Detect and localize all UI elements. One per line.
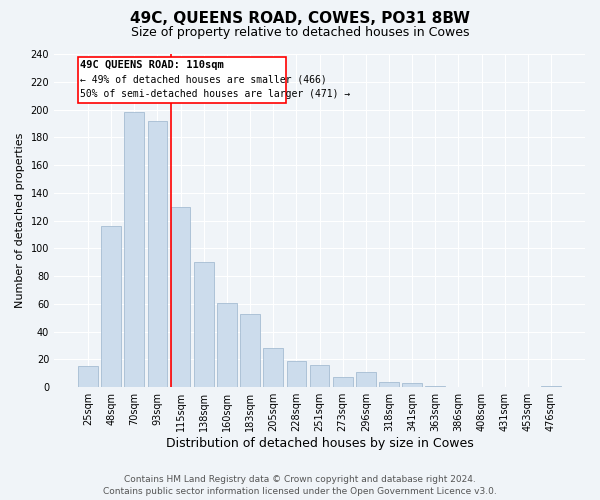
- Bar: [148, 120, 167, 387]
- Bar: [78, 366, 98, 387]
- Bar: [333, 378, 353, 387]
- Bar: [217, 302, 237, 387]
- Bar: [425, 386, 445, 387]
- X-axis label: Distribution of detached houses by size in Cowes: Distribution of detached houses by size …: [166, 437, 473, 450]
- Text: Contains HM Land Registry data © Crown copyright and database right 2024.
Contai: Contains HM Land Registry data © Crown c…: [103, 474, 497, 496]
- Text: ← 49% of detached houses are smaller (466): ← 49% of detached houses are smaller (46…: [80, 75, 326, 85]
- Bar: [379, 382, 399, 387]
- Bar: [356, 372, 376, 387]
- Bar: [402, 383, 422, 387]
- Text: 49C, QUEENS ROAD, COWES, PO31 8BW: 49C, QUEENS ROAD, COWES, PO31 8BW: [130, 11, 470, 26]
- Text: 49C QUEENS ROAD: 110sqm: 49C QUEENS ROAD: 110sqm: [80, 60, 224, 70]
- Bar: [171, 206, 190, 387]
- Bar: [194, 262, 214, 387]
- Bar: [101, 226, 121, 387]
- Bar: [263, 348, 283, 387]
- Bar: [310, 365, 329, 387]
- Bar: [541, 386, 561, 387]
- FancyBboxPatch shape: [77, 57, 286, 102]
- Y-axis label: Number of detached properties: Number of detached properties: [15, 133, 25, 308]
- Text: Size of property relative to detached houses in Cowes: Size of property relative to detached ho…: [131, 26, 469, 39]
- Bar: [124, 112, 144, 387]
- Bar: [240, 314, 260, 387]
- Bar: [287, 361, 306, 387]
- Text: 50% of semi-detached houses are larger (471) →: 50% of semi-detached houses are larger (…: [80, 88, 350, 99]
